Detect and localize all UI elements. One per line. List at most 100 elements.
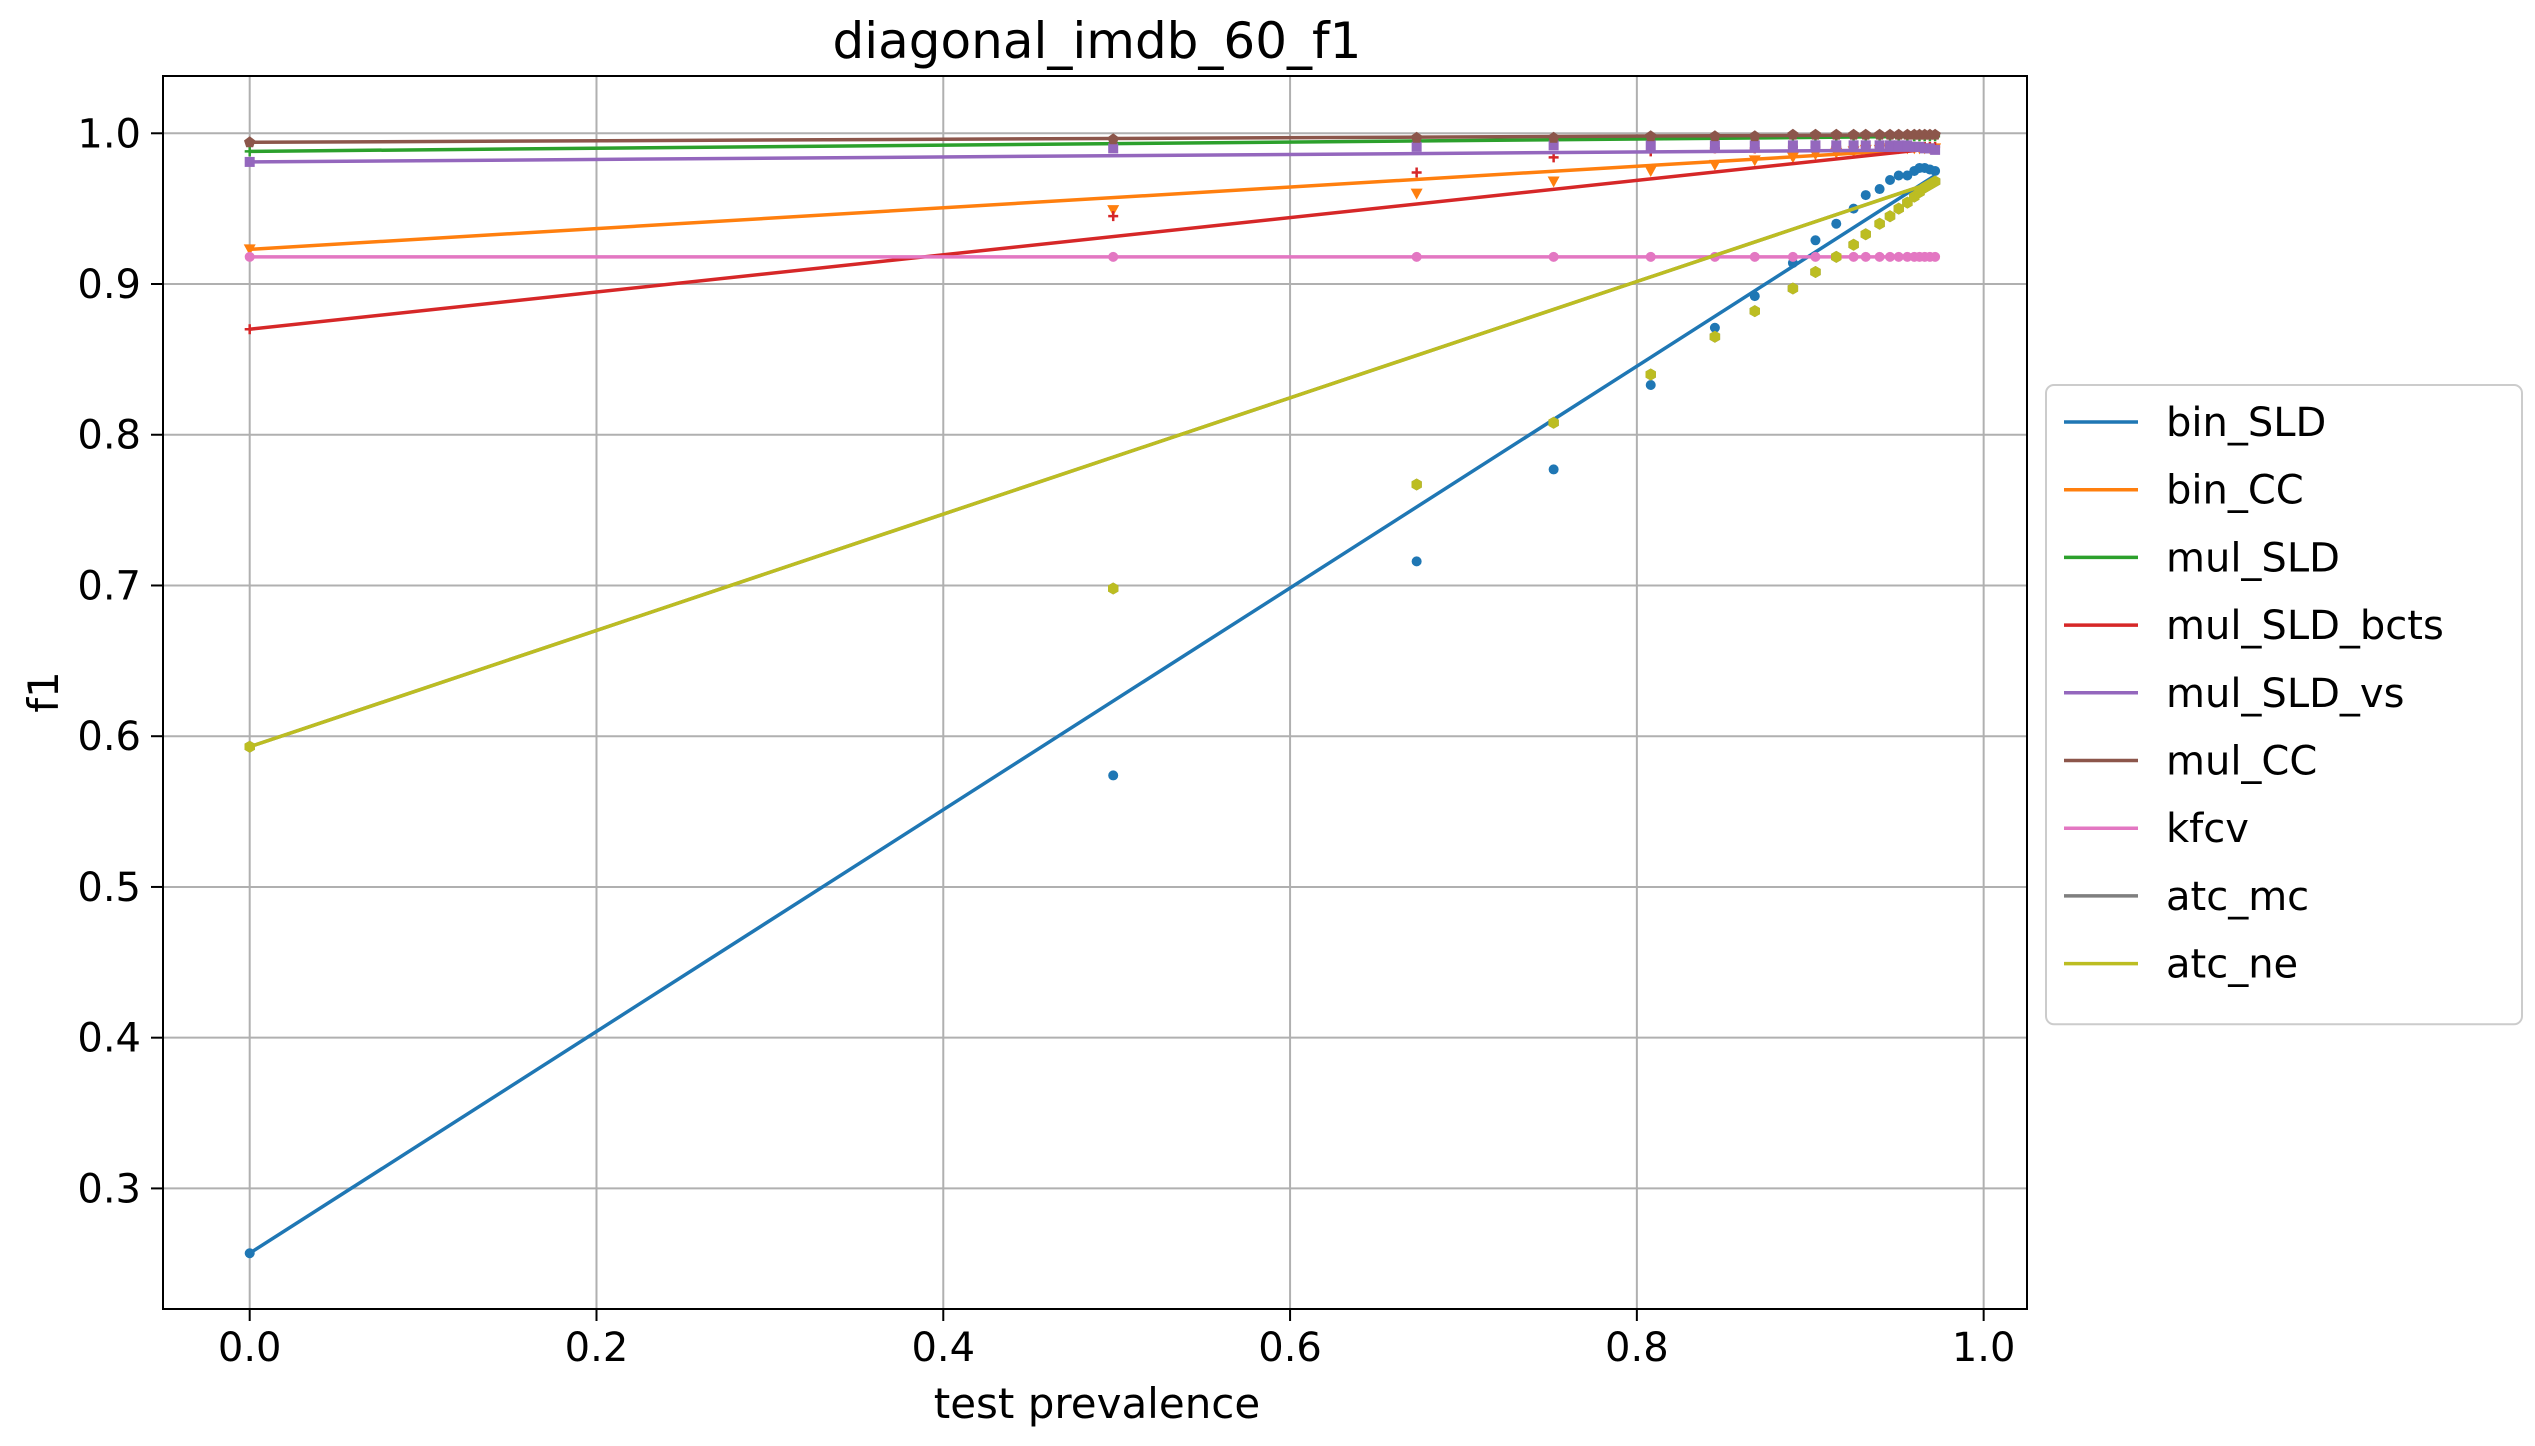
data-point	[1831, 140, 1842, 151]
data-point	[1810, 235, 1821, 246]
data-point	[1645, 140, 1656, 151]
data-point	[1708, 159, 1721, 171]
data-point	[1410, 188, 1423, 200]
data-point	[1411, 167, 1422, 178]
data-point	[1411, 556, 1422, 567]
data-point	[1787, 251, 1798, 262]
legend-label: mul_CC	[2166, 739, 2317, 785]
legend-label: mul_SLD	[2166, 535, 2340, 581]
trend-line	[248, 174, 1937, 1255]
x-tick-label: 1.0	[1952, 1325, 2016, 1371]
trend-line	[249, 146, 1936, 252]
data-point	[244, 136, 256, 148]
series-bin-SLD	[244, 162, 1941, 1259]
data-point	[1884, 128, 1896, 140]
data-point	[1787, 128, 1799, 140]
data-point	[1893, 251, 1904, 262]
data-point	[1411, 251, 1422, 262]
legend-item-bin-SLD: bin_SLD	[2064, 400, 2326, 446]
data-point	[1809, 128, 1822, 140]
data-point	[1929, 175, 1941, 188]
data-point	[1810, 266, 1821, 278]
legend-label: atc_ne	[2166, 942, 2298, 988]
data-point	[1411, 478, 1422, 491]
legend-item-mul-SLD-vs: mul_SLD_vs	[2064, 671, 2404, 717]
data-point	[1902, 251, 1913, 262]
x-tick-label: 0.8	[1605, 1325, 1669, 1371]
data-point	[1893, 140, 1904, 151]
chart-title: diagonal_imdb_60_f1	[833, 12, 1362, 70]
data-point	[1748, 155, 1761, 167]
data-point	[1645, 368, 1656, 381]
data-point	[1860, 128, 1872, 140]
data-point	[1831, 250, 1842, 263]
data-point	[1848, 238, 1859, 251]
data-point	[1929, 128, 1941, 140]
data-point	[1107, 133, 1119, 145]
data-point	[1548, 464, 1559, 475]
y-tick-label: 0.9	[77, 262, 141, 308]
data-point	[244, 740, 255, 753]
grid	[163, 76, 2027, 1309]
data-point	[1108, 211, 1119, 222]
series-mul-CC	[244, 128, 1941, 148]
data-point	[1830, 128, 1842, 140]
axes-ticks: 0.0 0.2 0.4 0.6 0.8 1.0 0.3 0.4 0.5 0.6 0.7 0.8 0.9 1…	[77, 111, 2015, 1371]
data-point	[1410, 131, 1423, 143]
x-tick-label: 0.2	[565, 1325, 629, 1371]
trend-line	[249, 179, 1936, 749]
data-point	[1919, 143, 1930, 154]
y-tick-label: 0.5	[77, 865, 141, 911]
data-point	[1874, 184, 1885, 195]
data-point	[244, 324, 255, 335]
data-point	[1709, 140, 1720, 151]
data-point	[1860, 228, 1871, 241]
legend-label: bin_CC	[2166, 468, 2304, 514]
data-point	[1810, 251, 1821, 262]
data-point	[1860, 190, 1871, 201]
data-point	[1860, 251, 1871, 262]
y-tick-label: 1.0	[77, 111, 141, 157]
data-point	[1874, 140, 1885, 151]
data-point	[1874, 251, 1885, 262]
legend-box	[2045, 384, 2523, 1026]
data-point	[1108, 582, 1119, 595]
data-point	[1860, 140, 1871, 151]
legend-label: mul_SLD_bcts	[2166, 603, 2444, 649]
legend-item-mul-SLD: mul_SLD	[2064, 535, 2340, 581]
data-point	[1108, 143, 1119, 154]
data-point	[1848, 140, 1859, 151]
data-point	[1847, 128, 1860, 140]
data-point	[1885, 175, 1896, 186]
y-tick-label: 0.6	[77, 714, 141, 760]
data-point	[1547, 176, 1560, 188]
data-point	[1893, 128, 1905, 140]
legend-item-kfcv: kfcv	[2064, 806, 2249, 852]
data-point	[1893, 202, 1904, 215]
data-point	[1787, 140, 1798, 151]
data-point	[1645, 251, 1656, 262]
y-tick-label: 0.8	[77, 413, 141, 459]
legend-item-atc-ne: atc_ne	[2064, 942, 2298, 988]
data-point	[1930, 251, 1941, 262]
data-point	[1645, 380, 1656, 391]
data-point	[1786, 152, 1799, 164]
data-point	[1709, 130, 1721, 142]
data-point	[1107, 205, 1120, 217]
legend-label: kfcv	[2166, 806, 2249, 852]
data-point	[1749, 251, 1760, 262]
data-point	[1787, 282, 1799, 295]
legend-item-bin-CC: bin_CC	[2064, 468, 2304, 514]
series-mul-SLD-vs	[244, 140, 1941, 167]
legend-item-atc-mc: atc_mc	[2064, 874, 2309, 920]
x-tick-label: 0.0	[218, 1325, 282, 1371]
legend-label: mul_SLD_vs	[2166, 671, 2404, 717]
data-point	[1930, 165, 1941, 176]
data-point	[1749, 305, 1760, 318]
data-point	[1884, 210, 1896, 223]
data-point	[1108, 251, 1119, 262]
data-point	[1885, 140, 1896, 151]
data-point	[244, 146, 255, 157]
data-point	[1810, 140, 1821, 151]
